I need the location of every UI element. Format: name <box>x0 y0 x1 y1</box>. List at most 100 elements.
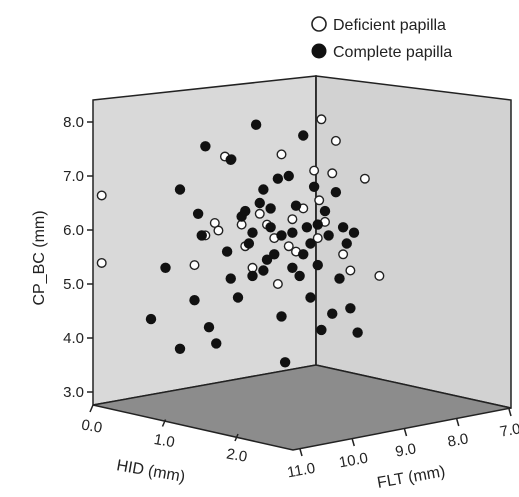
legend-marker-deficient <box>311 16 327 32</box>
x-tick-label: 1.0 <box>153 431 176 451</box>
y-axis-title: CP_BC (mm) <box>31 210 48 305</box>
x-tick-mark <box>161 419 167 427</box>
point-complete-papilla <box>250 119 262 130</box>
point-deficient-papilla <box>96 190 107 201</box>
point-complete-papilla <box>145 313 157 325</box>
point-complete-papilla <box>341 238 352 249</box>
legend-label-complete: Complete papilla <box>333 44 452 61</box>
z-tick-mark <box>299 448 303 457</box>
point-complete-papilla <box>261 254 273 265</box>
point-complete-papilla <box>240 205 251 217</box>
point-deficient-papilla <box>359 173 370 184</box>
point-complete-papilla <box>312 259 323 271</box>
point-complete-papilla <box>247 270 258 282</box>
point-complete-papilla <box>192 208 204 219</box>
point-complete-papilla <box>232 292 244 303</box>
point-complete-papilla <box>298 130 309 141</box>
back-wall-left <box>92 75 317 406</box>
point-complete-papilla <box>287 227 298 238</box>
z-tick-label: 9.0 <box>394 440 417 460</box>
x-axis-title: HID (mm) <box>115 457 186 486</box>
z-tick-mark <box>456 418 460 427</box>
y-tick-label: 6.0 <box>63 222 84 239</box>
point-deficient-papilla <box>374 270 385 281</box>
y-tick-label: 5.0 <box>63 276 84 293</box>
point-complete-papilla <box>254 197 265 209</box>
point-complete-papilla <box>189 295 200 306</box>
point-complete-papilla <box>200 141 211 152</box>
point-complete-papilla <box>345 303 356 314</box>
point-deficient-papilla <box>338 249 349 260</box>
point-complete-papilla <box>298 249 309 260</box>
legend: Deficient papilla Complete papilla <box>311 16 452 61</box>
point-deficient-papilla <box>272 279 283 290</box>
point-complete-papilla <box>272 173 284 184</box>
point-complete-papilla <box>225 273 236 284</box>
point-deficient-papilla <box>345 265 356 276</box>
z-axis-title: FLT (mm) <box>376 463 447 492</box>
point-complete-papilla <box>174 343 186 354</box>
y-axis-ticks: 3.0 4.0 5.0 6.0 7.0 8.0 <box>63 114 93 401</box>
z-tick-label: 10.0 <box>338 450 370 472</box>
point-complete-papilla <box>276 311 287 322</box>
point-complete-papilla <box>269 249 280 260</box>
legend-label-deficient: Deficient papilla <box>333 17 446 34</box>
x-tick-label: 2.0 <box>225 445 248 465</box>
x-axis-ticks: 0.0 1.0 2.0 <box>80 404 249 466</box>
point-deficient-papilla <box>314 195 325 206</box>
floor <box>92 364 512 451</box>
point-complete-papilla <box>265 222 276 233</box>
y-tick-label: 4.0 <box>63 330 84 347</box>
point-complete-papilla <box>290 200 302 211</box>
z-tick-label: 7.0 <box>498 420 519 440</box>
y-tick-label: 7.0 <box>63 168 84 185</box>
point-complete-papilla <box>283 170 294 182</box>
y-tick-label: 8.0 <box>63 114 84 131</box>
point-complete-papilla <box>352 327 363 338</box>
point-complete-papilla <box>196 230 207 241</box>
point-complete-papilla <box>301 222 313 233</box>
point-deficient-papilla <box>287 214 298 225</box>
point-complete-papilla <box>316 324 327 336</box>
point-complete-papilla <box>319 205 331 217</box>
point-deficient-papilla <box>309 165 320 176</box>
point-deficient-papilla <box>254 208 265 219</box>
point-complete-papilla <box>330 187 342 198</box>
point-complete-papilla <box>276 230 287 241</box>
x-tick-label: 0.0 <box>80 416 103 436</box>
point-complete-papilla <box>323 230 334 241</box>
point-complete-papilla <box>305 238 316 249</box>
point-complete-papilla <box>305 292 316 303</box>
point-deficient-papilla <box>96 257 107 268</box>
point-complete-papilla <box>308 181 320 192</box>
point-complete-papilla <box>247 227 258 238</box>
z-tick-label: 8.0 <box>446 430 469 450</box>
point-deficient-papilla <box>327 168 338 179</box>
point-complete-papilla <box>258 265 269 276</box>
point-complete-papilla <box>160 262 171 273</box>
point-complete-papilla <box>221 246 233 257</box>
point-complete-papilla <box>348 227 360 238</box>
z-axis-ticks: 11.0 10.0 9.0 8.0 7.0 <box>286 408 519 482</box>
point-complete-papilla <box>294 270 305 282</box>
point-complete-papilla <box>258 184 269 195</box>
point-complete-papilla <box>327 308 338 319</box>
x-tick-mark <box>234 433 239 442</box>
z-tick-mark <box>351 438 355 447</box>
z-tick-mark <box>403 428 408 437</box>
point-complete-papilla <box>203 322 215 333</box>
point-deficient-papilla <box>276 149 287 160</box>
z-tick-mark <box>508 408 512 417</box>
point-deficient-papilla <box>316 114 327 125</box>
legend-marker-complete <box>311 43 327 59</box>
point-complete-papilla <box>337 222 349 233</box>
point-complete-papilla <box>312 219 323 230</box>
point-deficient-papilla <box>213 225 224 236</box>
point-complete-papilla <box>211 338 222 349</box>
point-complete-papilla <box>287 262 298 273</box>
point-deficient-papilla <box>330 135 341 146</box>
x-tick-mark <box>89 404 94 413</box>
z-tick-label: 11.0 <box>286 460 317 482</box>
point-deficient-papilla <box>189 260 200 271</box>
